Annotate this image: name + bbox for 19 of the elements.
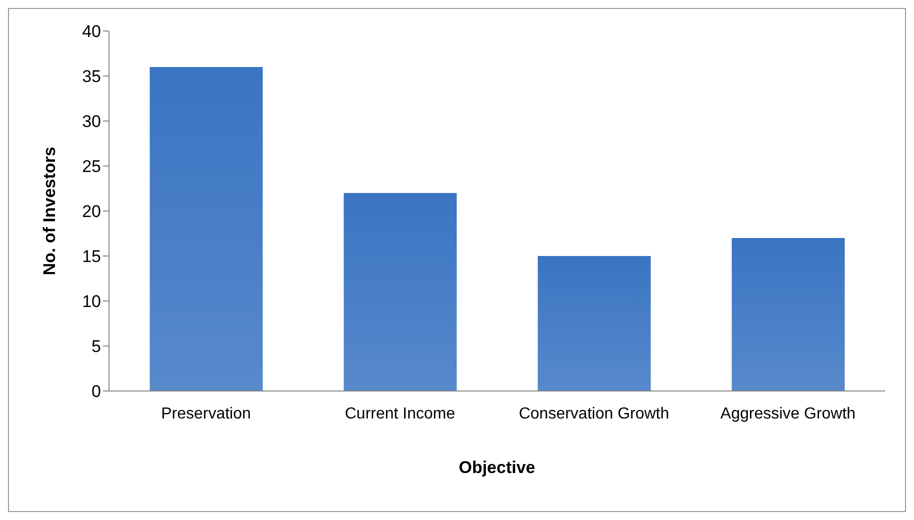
y-tick-label: 20: [82, 202, 101, 222]
bar: [538, 256, 651, 391]
y-tick-label: 0: [92, 382, 101, 402]
y-tick-label: 10: [82, 292, 101, 312]
y-tick-label: 25: [82, 157, 101, 176]
y-tick-label: 30: [82, 112, 101, 132]
bar: [732, 238, 845, 391]
y-tick-label: 35: [82, 67, 101, 86]
y-tick-label: 5: [92, 337, 101, 356]
x-tick-label: Current Income: [344, 405, 456, 422]
x-axis-title: Objective: [458, 458, 536, 477]
x-tick-label: Preservation: [161, 405, 251, 422]
x-tick-label: Aggressive Growth: [720, 405, 856, 422]
bar: [150, 67, 263, 391]
y-tick-label: 40: [82, 22, 101, 42]
x-tick-label: Conservation Growth: [518, 405, 670, 422]
y-tick-label: 15: [82, 247, 101, 266]
y-axis-title: No. of Investors: [40, 146, 60, 276]
bar: [344, 193, 457, 391]
